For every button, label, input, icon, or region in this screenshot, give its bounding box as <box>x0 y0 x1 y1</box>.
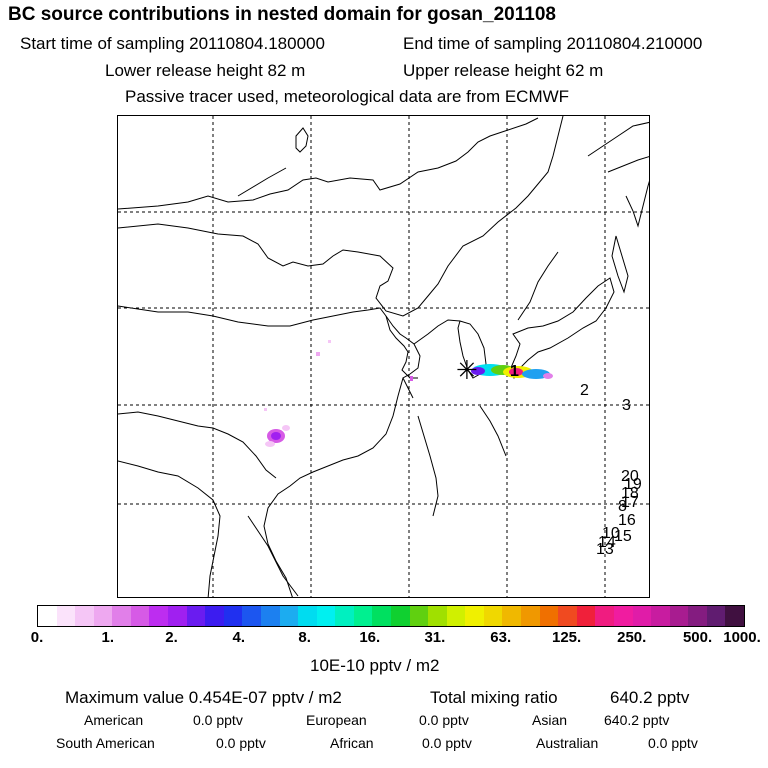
trajectory-label: 18 <box>621 485 639 502</box>
trajectory-label: 17 <box>621 494 639 511</box>
colorbar-cell <box>521 606 540 626</box>
colorbar-tick-label: 0. <box>30 629 44 646</box>
colorbar-tick-label: 4. <box>232 629 246 646</box>
south-american-value: 0.0 pptv <box>216 735 266 751</box>
colorbar-cell <box>372 606 391 626</box>
colorbar-cell <box>186 606 206 626</box>
trajectory-label: 14 <box>598 534 616 551</box>
colorbar-tick-label: 2. <box>165 629 178 646</box>
trajectory-label: 3 <box>622 397 631 414</box>
colorbar-cell <box>223 606 243 626</box>
colorbar-cell <box>576 606 596 626</box>
colorbar-cell <box>409 606 429 626</box>
colorbar-cell <box>316 606 336 626</box>
trajectory-label: 16 <box>618 512 636 529</box>
concentration-plume <box>264 340 553 447</box>
european-label: European <box>306 712 367 728</box>
colorbar-cell <box>502 606 522 626</box>
colorbar-tick-label: 31. <box>424 629 446 646</box>
colorbar-cell <box>260 606 280 626</box>
colorbar-cell <box>483 606 503 626</box>
upper-release-height: Upper release height 62 m <box>403 61 604 80</box>
colorbar-cell <box>465 606 484 626</box>
colorbar-cell <box>75 606 94 626</box>
colorbar-tick-label: 8. <box>298 629 311 646</box>
colorbar <box>37 605 745 627</box>
south-american-label: South American <box>56 735 155 751</box>
colorbar-cell <box>428 606 447 626</box>
tracer-note: Passive tracer used, meteorological data… <box>125 87 570 106</box>
colorbar-tick-label: 250. <box>617 629 647 646</box>
colorbar-cell <box>112 606 131 626</box>
asian-label: Asian <box>532 712 568 728</box>
colorbar-tick-label: 125. <box>551 629 582 646</box>
colorbar-cell <box>390 606 410 626</box>
trajectory-label: 8 <box>618 498 627 515</box>
australian-value: 0.0 pptv <box>648 735 698 751</box>
colorbar-cell <box>279 606 299 626</box>
colorbar-cell <box>446 606 466 626</box>
colorbar-cell <box>335 606 354 626</box>
colorbar-cell <box>651 606 670 626</box>
colorbar-cell <box>168 606 187 626</box>
total-mixing-ratio-label: Total mixing ratio <box>430 688 558 707</box>
colorbar-tick-label: 63. <box>490 629 512 646</box>
trajectory-label: 20 <box>621 468 639 485</box>
colorbar-cell <box>706 606 726 626</box>
colorbar-cell <box>539 606 559 626</box>
colorbar-cell <box>353 606 373 626</box>
european-value: 0.0 pptv <box>419 712 469 728</box>
colorbar-tick-label: 16. <box>359 629 381 646</box>
maximum-value: Maximum value 0.454E-07 pptv / m2 <box>65 688 342 707</box>
figure-title: BC source contributions in nested domain… <box>8 4 556 25</box>
trajectory-label: 13 <box>596 541 614 558</box>
coastlines <box>118 116 649 597</box>
start-time: Start time of sampling 20110804.180000 <box>20 34 325 53</box>
trajectory-label: 2 <box>580 382 589 399</box>
colorbar-cell <box>558 606 577 626</box>
colorbar-cell <box>242 606 261 626</box>
total-mixing-ratio-value: 640.2 pptv <box>610 688 690 707</box>
lower-release-height: Lower release height 82 m <box>105 61 306 80</box>
colorbar-cell <box>93 606 113 626</box>
african-value: 0.0 pptv <box>422 735 472 751</box>
colorbar-cell <box>298 606 317 626</box>
colorbar-unit: 10E-10 pptv / m2 <box>310 656 440 675</box>
colorbar-tick-label: 500. <box>682 629 713 646</box>
colorbar-cell <box>149 606 169 626</box>
australian-label: Australian <box>536 735 599 751</box>
trajectory-label: 10 <box>602 525 620 542</box>
colorbar-cell <box>38 606 57 626</box>
map-canvas <box>118 116 649 597</box>
american-value: 0.0 pptv <box>193 712 243 728</box>
trajectory-label: 19 <box>624 476 642 493</box>
site-label: 1 <box>510 363 519 380</box>
colorbar-cell <box>669 606 689 626</box>
asian-value: 640.2 pptv <box>604 712 670 728</box>
trajectory-label: 15 <box>614 528 632 545</box>
map-panel: ✳ 1 2 3 20 19 18 17 8 16 10 15 14 13 <box>117 115 650 598</box>
colorbar-cell <box>688 606 707 626</box>
colorbar-cell <box>725 606 744 626</box>
graticule <box>118 116 649 597</box>
asterisk-icon: ✳ <box>456 355 478 385</box>
colorbar-cell <box>613 606 633 626</box>
colorbar-cell <box>632 606 652 626</box>
colorbar-cell <box>205 606 224 626</box>
american-label: American <box>84 712 144 728</box>
colorbar-tick-label: 1000. <box>723 629 761 646</box>
colorbar-cell <box>595 606 614 626</box>
colorbar-tick-label: 1. <box>101 629 115 646</box>
end-time: End time of sampling 20110804.210000 <box>403 34 703 53</box>
african-label: African <box>330 735 374 751</box>
colorbar-cell <box>130 606 150 626</box>
colorbar-cell <box>56 606 76 626</box>
